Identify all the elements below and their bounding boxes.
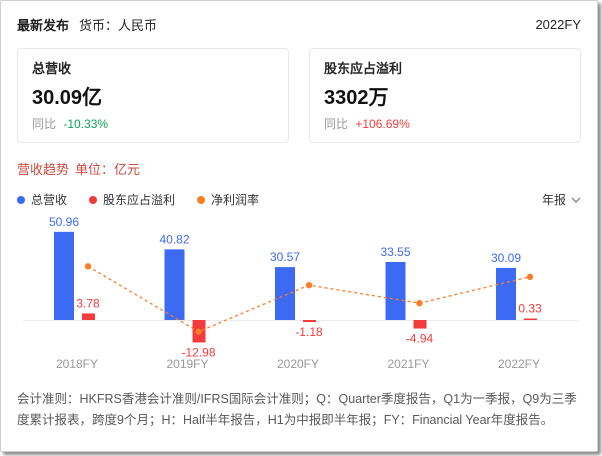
chart-legend: 总营收 股东应占溢利 净利润率	[17, 191, 259, 208]
legend-row: 总营收 股东应占溢利 净利润率 年报	[17, 191, 581, 208]
svg-text:2022FY: 2022FY	[498, 357, 540, 371]
period-dropdown[interactable]: 年报	[542, 191, 581, 208]
chevron-down-icon	[571, 197, 581, 203]
svg-text:2018FY: 2018FY	[56, 357, 98, 371]
section-title: 营收趋势 单位：亿元	[17, 159, 581, 178]
svg-text:2020FY: 2020FY	[277, 357, 319, 371]
svg-text:3.78: 3.78	[76, 296, 100, 310]
legend-label-profit: 股东应占溢利	[103, 193, 176, 207]
svg-text:50.96: 50.96	[49, 215, 79, 229]
accounting-standards-note: 会计准则：HKFRS香港会计准则/IFRS国际会计准则；Q：Quarter季度报…	[17, 392, 577, 427]
profit-dot-icon	[89, 195, 98, 204]
svg-text:0.33: 0.33	[518, 302, 542, 316]
trend-unit-label: 单位：亿元	[75, 162, 141, 177]
revenue-card: 总营收 30.09亿 同比 -10.33%	[17, 48, 289, 143]
latest-release-label: 最新发布	[17, 18, 70, 33]
legend-item-margin[interactable]: 净利润率	[197, 191, 259, 208]
svg-text:2021FY: 2021FY	[387, 357, 429, 371]
report-header: 最新发布 货币：人民币 2022FY	[17, 15, 581, 34]
revenue-yoy-label: 同比	[32, 117, 57, 131]
revenue-yoy-value: -10.33%	[63, 117, 109, 131]
revenue-card-title: 总营收	[32, 61, 72, 76]
margin-dot-icon	[197, 195, 206, 204]
trend-title: 营收趋势	[17, 162, 70, 177]
profit-card-title: 股东应占溢利	[324, 61, 403, 76]
svg-text:30.57: 30.57	[270, 250, 300, 264]
report-period-label: 2022FY	[535, 17, 581, 32]
svg-text:-4.94: -4.94	[406, 332, 434, 346]
revenue-card-value: 30.09亿	[32, 87, 103, 109]
svg-text:40.82: 40.82	[159, 232, 189, 246]
summary-cards: 总营收 30.09亿 同比 -10.33% 股东应占溢利 3302万 同比 +1…	[17, 48, 581, 143]
period-dropdown-label: 年报	[541, 193, 566, 207]
legend-label-margin: 净利润率	[211, 193, 260, 207]
svg-text:2019FY: 2019FY	[166, 357, 208, 371]
profit-card-value: 3302万	[324, 87, 389, 109]
svg-text:-12.98: -12.98	[181, 345, 215, 359]
currency-label: 货币：人民币	[79, 18, 158, 33]
svg-text:33.55: 33.55	[380, 245, 410, 259]
trend-chart-area: 50.96 3.78 2018FY 40.82 -12.98 2019FY 30.57 -1.…	[17, 212, 581, 383]
legend-label-revenue: 总营收	[31, 193, 68, 207]
revenue-dot-icon	[17, 195, 25, 204]
svg-text:30.09: 30.09	[491, 251, 521, 265]
profit-yoy-label: 同比	[324, 117, 349, 131]
legend-item-revenue[interactable]: 总营收	[17, 191, 67, 208]
legend-item-profit[interactable]: 股东应占溢利	[89, 191, 175, 208]
profit-yoy-value: +106.69%	[355, 117, 410, 131]
profit-card: 股东应占溢利 3302万 同比 +106.69%	[309, 48, 581, 143]
svg-text:-1.18: -1.18	[295, 325, 323, 339]
